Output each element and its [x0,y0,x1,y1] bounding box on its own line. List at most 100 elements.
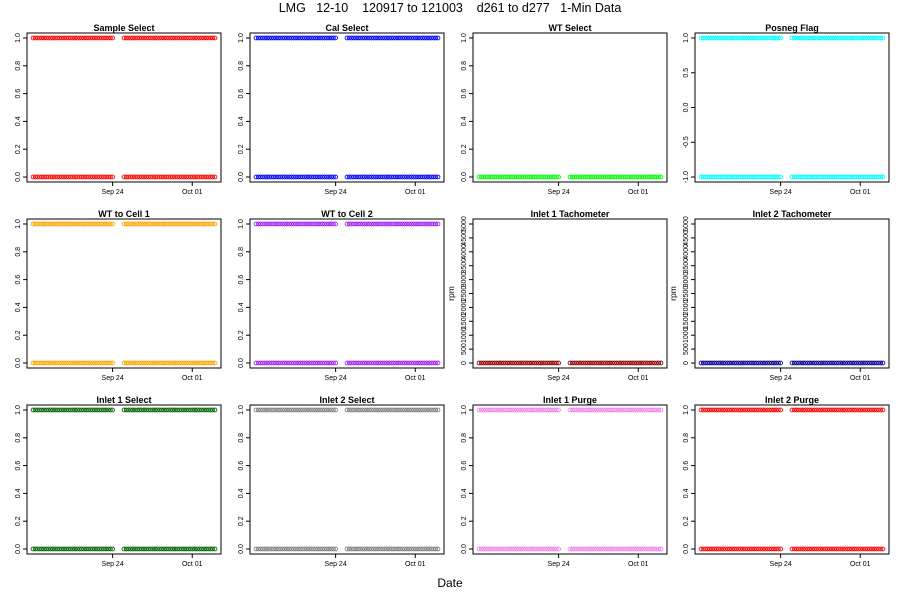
y-tick-label: 0.6 [461,461,468,471]
data-point [818,35,824,41]
data-point [518,174,524,180]
data-point [729,546,735,552]
data-point [54,221,60,227]
data-point [326,407,332,413]
data-point [63,360,69,366]
data-point [208,174,213,180]
data-point [634,174,639,180]
data-point [203,35,209,41]
data-point [618,546,624,552]
data-point [320,360,325,366]
data-point [97,221,102,227]
data-point [258,407,263,413]
data-point [199,407,205,413]
data-point [627,407,633,413]
data-point [208,35,213,41]
data-point [880,360,886,366]
data-point [77,360,82,366]
data-point [718,35,724,41]
data-point [616,407,622,413]
x-tick-label: Oct 01 [628,189,649,196]
data-point [836,407,841,413]
data-point [809,360,815,366]
data-point [727,174,733,180]
data-point [57,35,62,41]
data-point [137,221,142,227]
data-point [858,35,864,41]
y-tick-label: 1.0 [683,405,690,415]
data-point [545,174,550,180]
data-point [315,35,321,41]
data-point [822,546,828,552]
data-point [505,174,511,180]
data-point [210,546,216,552]
data-point [802,407,808,413]
data-point [201,221,207,227]
data-point [645,546,651,552]
data-point [349,174,354,180]
data-point [822,360,828,366]
data-point [395,546,401,552]
y-tick-label: 0.4 [238,302,245,312]
data-point [503,407,508,413]
data-series [476,407,664,552]
plot-frame [26,404,222,555]
data-point [328,35,334,41]
data-point [275,360,281,366]
data-point [291,360,296,366]
data-point [97,35,102,41]
data-point [727,360,733,366]
data-point [638,174,644,180]
data-point [81,546,87,552]
data-point [311,546,316,552]
data-point [92,360,98,366]
data-point [308,174,314,180]
data-point [498,360,504,366]
data-point [293,35,299,41]
data-point [77,407,82,413]
data-point [638,407,644,413]
data-point [576,546,582,552]
data-point [382,360,388,366]
data-point [776,174,781,180]
data-point [527,360,533,366]
data-point [409,174,414,180]
data-point [603,174,608,180]
data-point [725,35,730,41]
y-tick-label: 0.4 [461,116,468,126]
data-point [851,174,857,180]
data-point [66,407,71,413]
data-point [531,174,537,180]
data-point [873,35,879,41]
data-point [794,407,799,413]
data-point [304,174,310,180]
data-point [829,35,835,41]
data-point [197,546,202,552]
data-point [500,174,506,180]
data-point [273,35,279,41]
panel-title: Cal Select [325,23,368,33]
data-point [306,407,312,413]
data-point [266,35,272,41]
data-point [736,35,741,41]
data-point [742,546,748,552]
y-tick-label: 500 [683,343,690,355]
data-point [778,407,783,413]
data-point [295,407,301,413]
data-point [503,174,508,180]
data-point [426,35,432,41]
data-point [585,407,591,413]
data-point [41,174,47,180]
data-point [476,407,482,413]
data-point [306,546,312,552]
data-point [718,407,724,413]
data-point [99,35,104,41]
data-point [700,35,706,41]
y-tick-label: 0.6 [238,275,245,285]
data-point [344,35,350,41]
data-point [39,174,45,180]
data-point [159,174,165,180]
data-point [738,546,744,552]
data-point [302,407,308,413]
